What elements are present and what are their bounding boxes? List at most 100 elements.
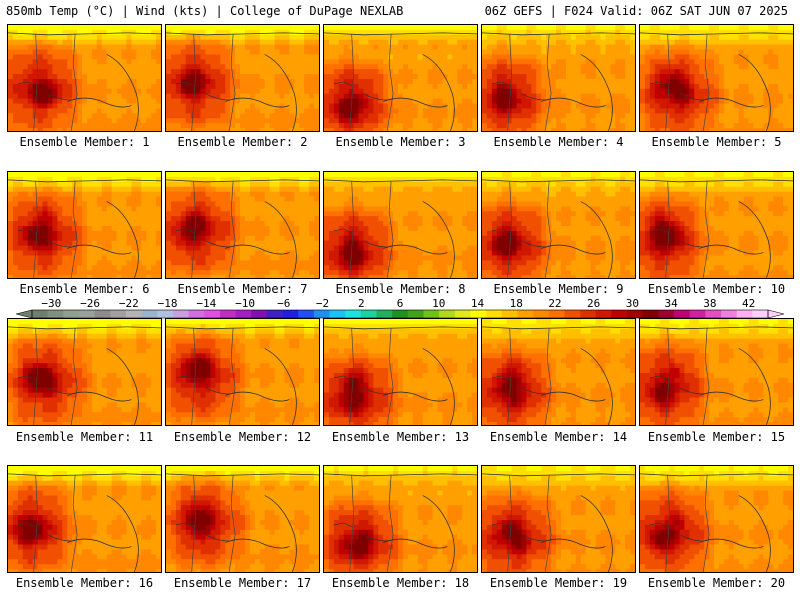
geographic-boundaries	[8, 326, 161, 425]
colorbar-segment	[627, 310, 644, 318]
colorbar-segment	[204, 310, 221, 318]
temperature-field	[640, 319, 793, 425]
geographic-boundaries	[8, 179, 161, 278]
ensemble-member-map	[481, 465, 636, 573]
geographic-boundaries	[324, 473, 477, 572]
temperature-field	[166, 172, 319, 278]
colorbar-segment	[486, 310, 503, 318]
model-run-info: 06Z GEFS | F024 Valid: 06Z SAT JUN 07 20…	[484, 4, 788, 18]
colorbar-segment	[736, 310, 753, 318]
ensemble-member-map	[7, 318, 162, 426]
ensemble-member-label: Ensemble Member: 8	[335, 282, 466, 296]
ensemble-member-label: Ensemble Member: 11	[15, 430, 154, 444]
colorbar-segment	[298, 310, 315, 318]
ensemble-member-label: Ensemble Member: 13	[331, 430, 470, 444]
ensemble-member-label: Ensemble Member: 7	[177, 282, 308, 296]
geographic-boundaries	[324, 326, 477, 425]
ensemble-member-label: Ensemble Member: 5	[651, 135, 782, 149]
colorbar-tick-label: −30	[41, 297, 61, 310]
colorbar-segment	[564, 310, 581, 318]
geographic-boundaries	[640, 179, 793, 278]
ensemble-member-map	[323, 465, 478, 573]
colorbar-segment	[674, 310, 691, 318]
colorbar-tick-label: 14	[471, 297, 485, 310]
colorbar-tick-label: 22	[548, 297, 561, 310]
colorbar-segment	[689, 310, 706, 318]
colorbar-segment	[78, 310, 95, 318]
colorbar-segment	[439, 310, 456, 318]
colorbar-segment	[580, 310, 597, 318]
colorbar-segment	[141, 310, 158, 318]
ensemble-member-map	[639, 318, 794, 426]
temperature-field	[324, 319, 477, 425]
temperature-field	[8, 319, 161, 425]
ensemble-member-label: Ensemble Member: 18	[331, 576, 470, 590]
colorbar-tick-label: 18	[510, 297, 523, 310]
temperature-colorbar: −30 −26 −22 −18 −14 −10 −6 −2 2 6 10 14 18 22 26 30 34 38…	[15, 297, 785, 319]
colorbar-tick-label: 6	[397, 297, 404, 310]
colorbar-tick-label: −10	[235, 297, 255, 310]
colorbar-min-arrow	[15, 309, 33, 319]
ensemble-member-label: Ensemble Member: 20	[647, 576, 786, 590]
colorbar-segment	[470, 310, 487, 318]
geographic-boundaries	[166, 326, 319, 425]
geographic-boundaries	[482, 32, 635, 131]
geographic-boundaries	[482, 326, 635, 425]
ensemble-member-map	[481, 24, 636, 132]
ensemble-member-map	[165, 24, 320, 132]
colorbar-segment	[454, 310, 471, 318]
ensemble-member-label: Ensemble Member: 6	[19, 282, 150, 296]
temperature-field	[324, 25, 477, 131]
geographic-boundaries	[640, 32, 793, 131]
ensemble-member-map	[639, 171, 794, 279]
colorbar-segment	[94, 310, 111, 318]
geographic-boundaries	[166, 179, 319, 278]
temperature-field	[482, 172, 635, 278]
ensemble-member-map	[7, 171, 162, 279]
colorbar-segment	[345, 310, 362, 318]
ensemble-member-map	[7, 24, 162, 132]
colorbar-segment	[188, 310, 205, 318]
ensemble-member-label: Ensemble Member: 10	[647, 282, 786, 296]
colorbar-segment	[501, 310, 518, 318]
colorbar-tick-label: 42	[742, 297, 755, 310]
colorbar-tick-label: −6	[277, 297, 290, 310]
colorbar-segment	[548, 310, 565, 318]
temperature-field	[482, 25, 635, 131]
colorbar-segment	[423, 310, 440, 318]
map-title: 850mb Temp (°C) | Wind (kts) | College o…	[6, 4, 404, 18]
ensemble-member-map	[639, 465, 794, 573]
colorbar-segment	[266, 310, 283, 318]
ensemble-member-map	[323, 171, 478, 279]
temperature-field	[640, 25, 793, 131]
colorbar-segment	[533, 310, 550, 318]
ensemble-member-map	[639, 24, 794, 132]
ensemble-member-label: Ensemble Member: 17	[173, 576, 312, 590]
geographic-boundaries	[8, 473, 161, 572]
geographic-boundaries	[166, 473, 319, 572]
geographic-boundaries	[166, 32, 319, 131]
geographic-boundaries	[640, 473, 793, 572]
ensemble-member-label: Ensemble Member: 12	[173, 430, 312, 444]
geographic-boundaries	[324, 179, 477, 278]
ensemble-member-map	[165, 318, 320, 426]
colorbar-segment	[329, 310, 346, 318]
colorbar-segment	[251, 310, 268, 318]
ensemble-member-label: Ensemble Member: 9	[493, 282, 624, 296]
colorbar-tick-label: 30	[626, 297, 639, 310]
colorbar-segment	[313, 310, 330, 318]
colorbar-segment	[705, 310, 722, 318]
ensemble-member-map	[7, 465, 162, 573]
temperature-field	[482, 319, 635, 425]
colorbar-segment	[611, 310, 628, 318]
temperature-field	[166, 25, 319, 131]
ensemble-member-map	[165, 465, 320, 573]
temperature-field	[166, 466, 319, 572]
colorbar-segment	[376, 310, 393, 318]
colorbar-segment	[219, 310, 236, 318]
colorbar-segment	[282, 310, 299, 318]
geographic-boundaries	[482, 473, 635, 572]
colorbar-tick-label: −26	[80, 297, 100, 310]
ensemble-member-label: Ensemble Member: 19	[489, 576, 628, 590]
colorbar-segment	[752, 310, 769, 318]
